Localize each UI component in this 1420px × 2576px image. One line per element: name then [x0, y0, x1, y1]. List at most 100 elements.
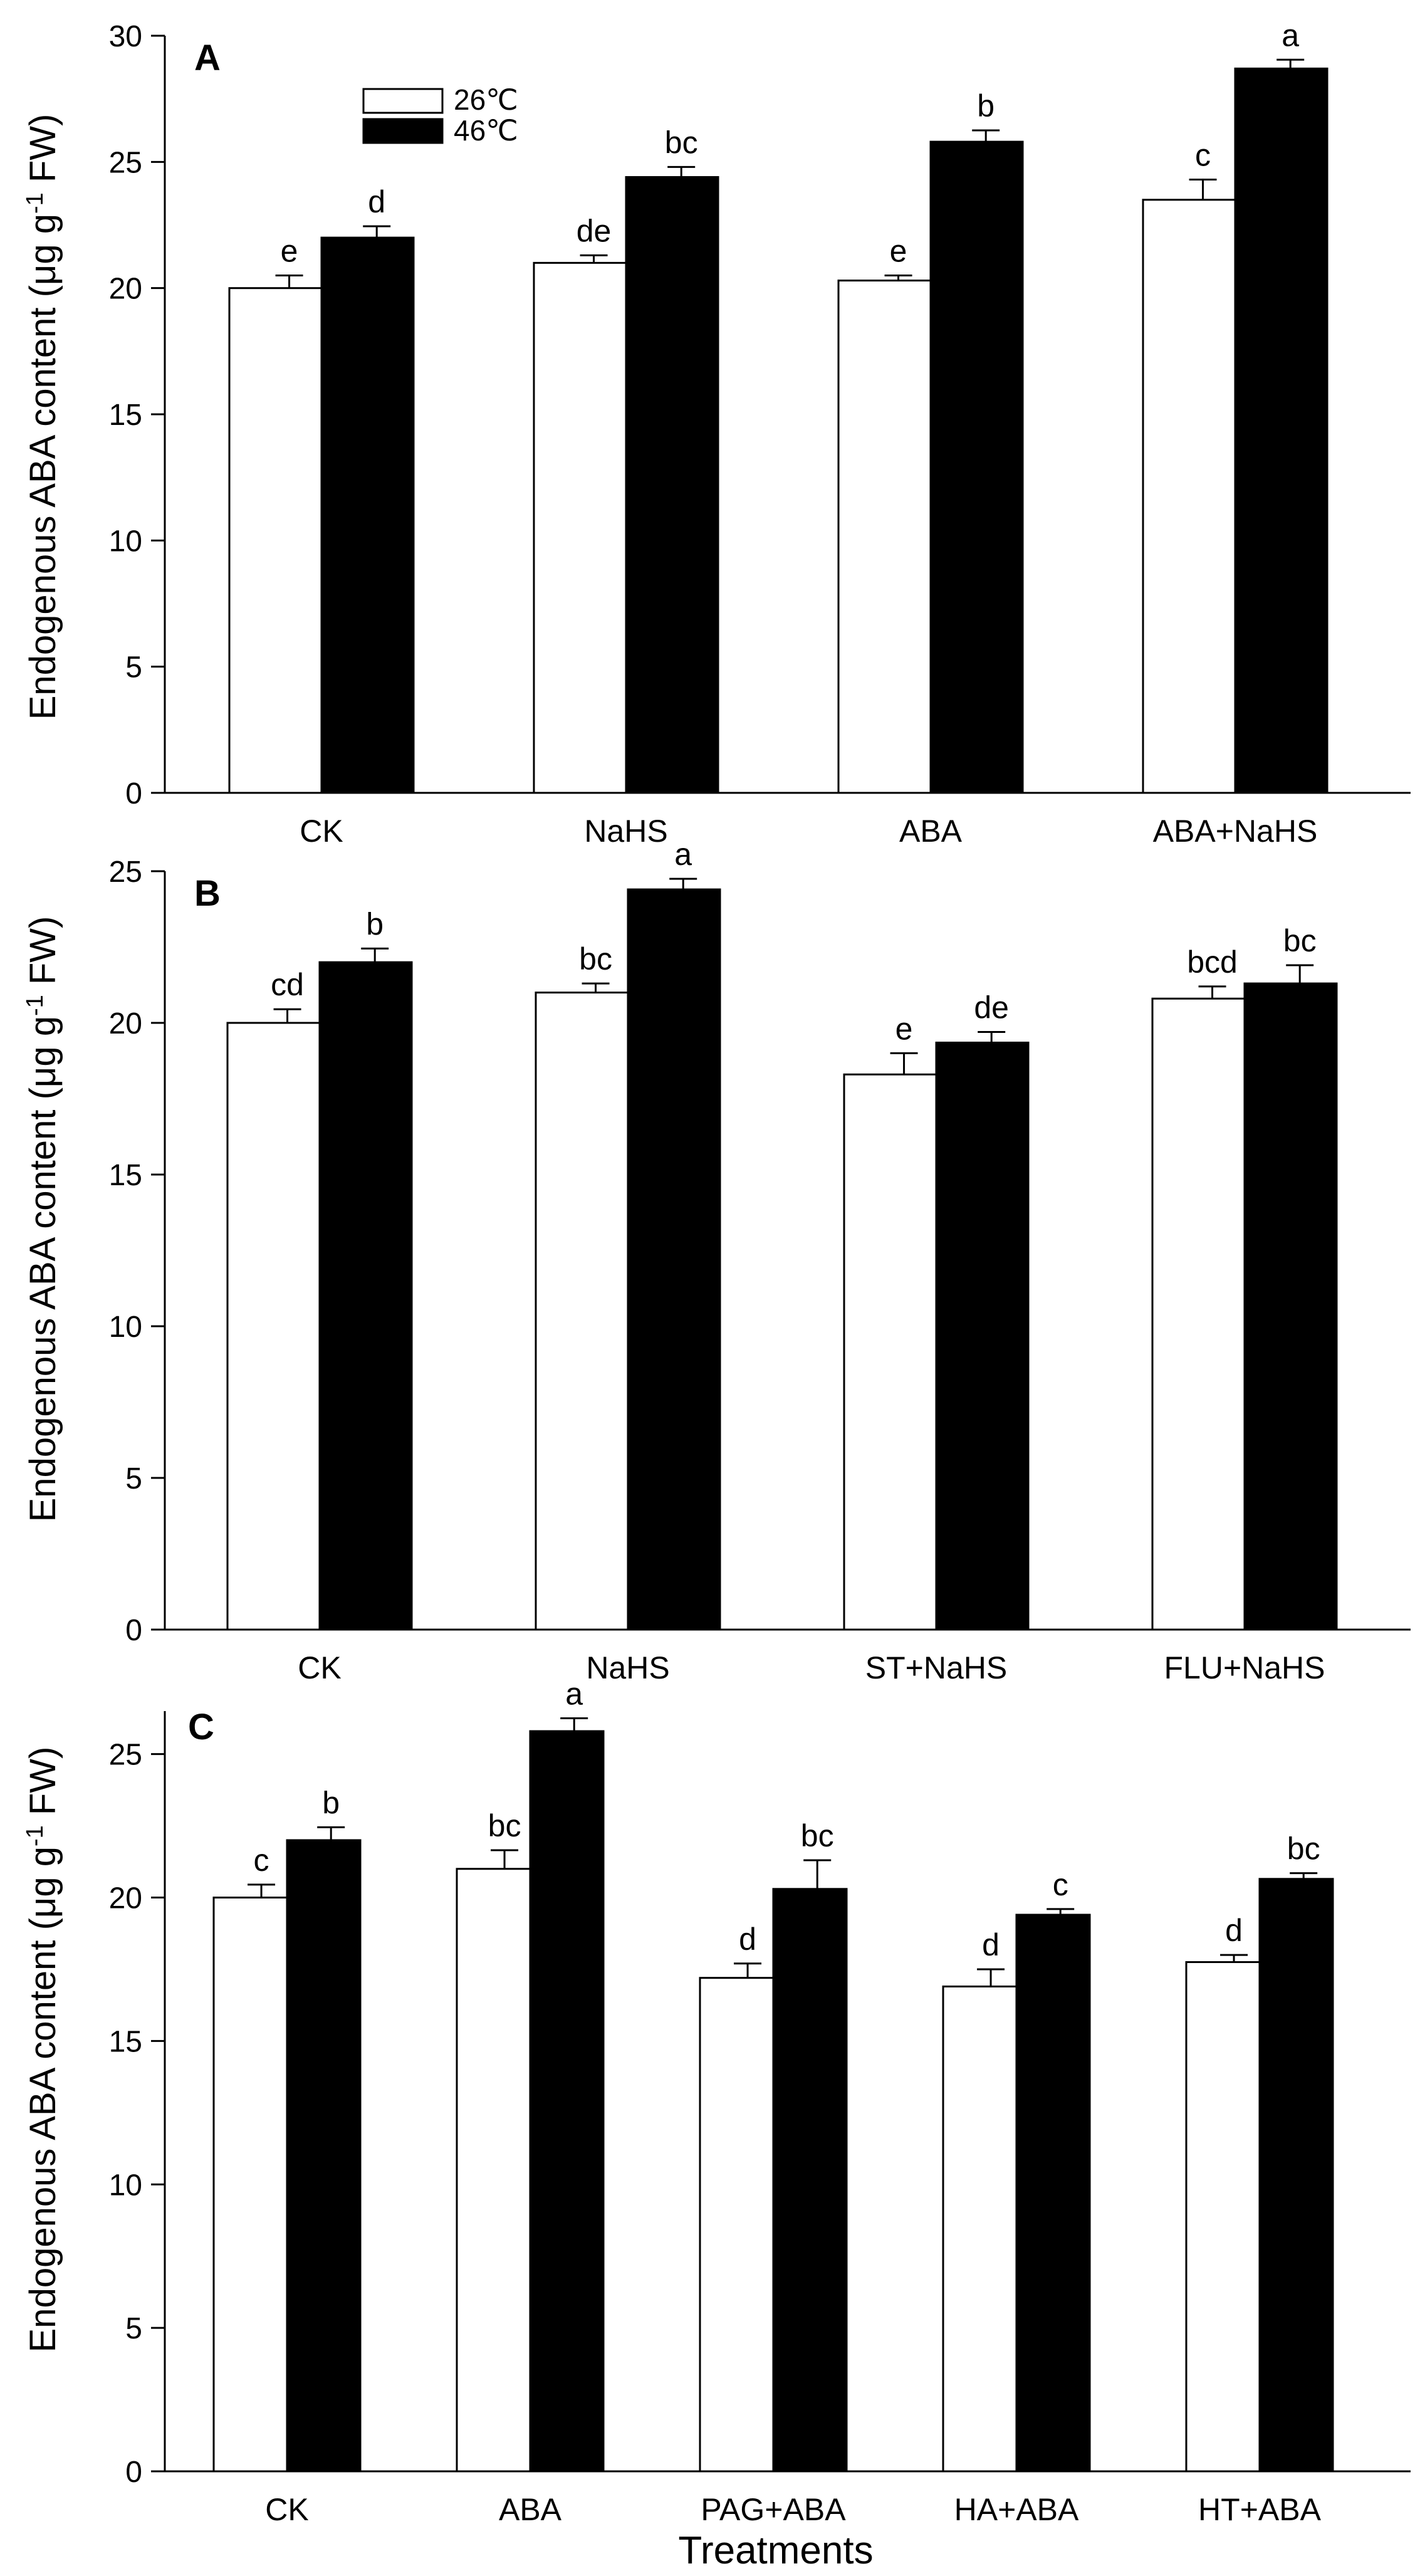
panel-b-y-tick-label-5: 5: [125, 1462, 142, 1495]
panel-b-bar-flu-nahs-26: [1151, 997, 1246, 1631]
panel-a-category-label-aba: ABA: [899, 814, 963, 849]
panel-a-bar-nahs-26: [533, 261, 627, 794]
panel-a-bar-aba-nahs-26: [1142, 199, 1236, 794]
panel-c-category-label-ck: CK: [265, 2492, 308, 2527]
panel-a-y-tick-label-0: 0: [125, 777, 142, 810]
panel-a-y-tick-label-25: 25: [109, 146, 142, 179]
panel-c-bar-ha-aba-26: [942, 1985, 1018, 2473]
panel-c-y-tick-label-20: 20: [109, 1882, 142, 1915]
panel-c-letter-ha-aba-46: c: [1053, 1867, 1068, 1902]
panel-c-category-label-ht-aba: HT+ABA: [1198, 2492, 1322, 2527]
panel-b-bar-st-nahs-26: [843, 1073, 937, 1631]
panel-c-letter-ht-aba-46: bc: [1287, 1831, 1320, 1867]
panel-a-category-label-nahs: NaHS: [584, 814, 667, 849]
panel-c-y-tick-label-0: 0: [125, 2456, 142, 2489]
panel-c-y-tick-label-15: 15: [109, 2025, 142, 2058]
legend-label-26c: 26℃: [454, 83, 518, 116]
panel-b-y-tick-label-20: 20: [109, 1007, 142, 1040]
panel-b-y-tick-label-15: 15: [109, 1159, 142, 1192]
panel-b-bar-st-nahs-46: [935, 1041, 1030, 1631]
panel-b-bar-flu-nahs-46: [1243, 982, 1338, 1631]
panel-a-letter-nahs-46: bc: [665, 125, 698, 160]
panel-c-category-label-aba: ABA: [499, 2492, 562, 2527]
panel-c-bar-ha-aba-46: [1015, 1914, 1091, 2473]
panel-b-letter-flu-nahs-46: bc: [1283, 923, 1317, 958]
panel-a-label: A: [194, 38, 221, 78]
panel-a-y-tick-label-5: 5: [125, 651, 142, 684]
panel-b-y-axis-label: Endogenous ABA content (μg g-1 FW): [22, 916, 63, 1522]
panel-b-letter-st-nahs-46: de: [974, 990, 1009, 1025]
panel-b-letter-flu-nahs-26: bcd: [1187, 945, 1238, 980]
panel-c-letter-ck-46: b: [322, 1785, 340, 1820]
panel-b-y-tick-label-0: 0: [125, 1614, 142, 1647]
panel-a-letter-aba-46: b: [977, 88, 995, 123]
panel-b-y-tick-label-10: 10: [109, 1311, 142, 1344]
panel-c-letter-aba-26: bc: [488, 1808, 521, 1843]
panel-a-category-label-ck: CK: [300, 814, 343, 849]
panel-b-letter-st-nahs-26: e: [895, 1011, 913, 1046]
panel-a-y-tick-label-30: 30: [109, 20, 142, 53]
panel-b-letter-ck-26: cd: [271, 967, 304, 1002]
panel-c-bar-ck-46: [286, 1839, 362, 2473]
panel-a-bar-ck-46: [320, 236, 415, 794]
panel-a-category-label-aba-nahs: ABA+NaHS: [1153, 814, 1318, 849]
panel-b-bar-nahs-46: [627, 888, 721, 1631]
panel-a-letter-ck-46: d: [368, 184, 385, 219]
panel-c-bar-pag-aba-26: [699, 1977, 775, 2473]
panel-a-y-tick-label-20: 20: [109, 273, 142, 306]
panel-c-letter-aba-46: a: [565, 1676, 583, 1711]
panel-a-letter-aba-nahs-26: c: [1195, 138, 1211, 173]
panel-b-category-label-nahs: NaHS: [586, 1650, 669, 1685]
panel-a-y-axis-label: Endogenous ABA content (μg g-1 FW): [22, 114, 63, 720]
panel-b: B Endogenous ABA content (μg g-1 FW) cd b…: [22, 837, 1411, 1685]
panel-b-bar-ck-46: [318, 961, 413, 1631]
panel-c-y-tick-label-25: 25: [109, 1739, 142, 1772]
panel-b-category-label-flu-nahs: FLU+NaHS: [1164, 1650, 1325, 1685]
panel-c-letter-ck-26: c: [254, 1843, 269, 1878]
panel-b-letter-nahs-26: bc: [579, 941, 612, 976]
panel-b-bar-nahs-26: [535, 992, 629, 1631]
legend-swatch-46c: [362, 118, 444, 144]
panel-c-bar-aba-26: [456, 1868, 531, 2473]
panel-c-label: C: [188, 1707, 214, 1747]
panel-a-bar-aba-nahs-46: [1234, 67, 1329, 794]
panel-b-category-label-st-nahs: ST+NaHS: [865, 1650, 1007, 1685]
panel-b-category-label-ck: CK: [298, 1650, 341, 1685]
panel-c-bar-aba-46: [529, 1730, 605, 2473]
panel-a-y-tick-label-10: 10: [109, 525, 142, 558]
panel-a: A Endogenous ABA content (μg g-1 FW) 26℃…: [22, 18, 1411, 849]
panel-a-bar-aba-46: [929, 140, 1024, 794]
panel-a-letter-aba-26: e: [890, 234, 907, 269]
panel-c-y-tick-label-5: 5: [125, 2312, 142, 2345]
panel-a-bar-ck-26: [228, 287, 323, 794]
panel-a-bar-aba-26: [837, 280, 932, 794]
panel-c-bar-ht-aba-26: [1185, 1961, 1261, 2473]
panel-b-bar-ck-26: [226, 1022, 321, 1631]
x-axis-label: Treatments: [678, 2529, 873, 2572]
panel-c-y-tick-label-10: 10: [109, 2169, 142, 2202]
panel-c-y-axis-label: Endogenous ABA content (μg g-1 FW): [22, 1747, 63, 2353]
panel-a-bar-nahs-46: [625, 175, 719, 794]
panel-a-y-tick-label-15: 15: [109, 399, 142, 432]
panel-a-letter-aba-nahs-46: a: [1282, 18, 1299, 53]
panel-c-letter-ht-aba-26: d: [1225, 1913, 1243, 1948]
panel-b-letter-nahs-46: a: [674, 837, 692, 872]
panel-c-letter-pag-aba-46: bc: [801, 1818, 834, 1853]
panel-c-bar-ht-aba-46: [1258, 1878, 1334, 2473]
panel-c: C Endogenous ABA content (μg g-1 FW) Tre…: [22, 1676, 1411, 2572]
legend: 26℃ 46℃: [362, 83, 518, 147]
panel-c-letter-pag-aba-26: d: [739, 1922, 756, 1957]
panel-c-letter-ha-aba-26: d: [982, 1927, 1000, 1962]
panel-b-y-tick-label-25: 25: [109, 856, 142, 889]
panel-a-letter-nahs-26: de: [577, 213, 612, 248]
panel-c-category-label-ha-aba: HA+ABA: [954, 2492, 1079, 2527]
panel-b-letter-ck-46: b: [366, 906, 384, 941]
legend-swatch-26c: [362, 88, 444, 114]
panel-c-bar-pag-aba-46: [772, 1888, 848, 2473]
legend-label-46c: 46℃: [454, 114, 518, 147]
panel-a-letter-ck-26: e: [281, 234, 298, 269]
panel-c-category-label-pag-aba: PAG+ABA: [701, 2492, 846, 2527]
panel-c-bar-ck-26: [212, 1897, 288, 2473]
panel-b-label: B: [194, 873, 221, 914]
